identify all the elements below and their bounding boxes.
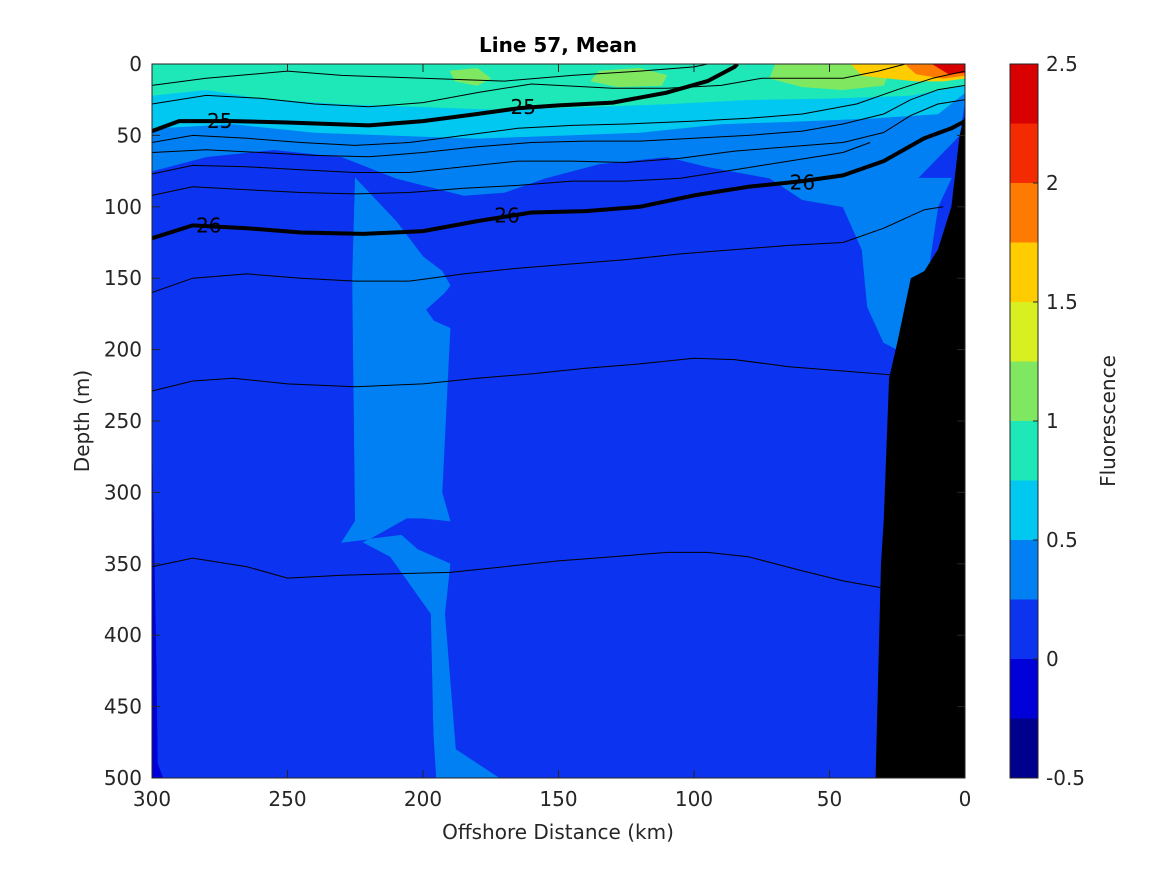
x-tick-label-300: 300 — [133, 787, 171, 811]
colorbar-swatch-4 — [1010, 481, 1038, 541]
y-tick-label-500: 500 — [104, 766, 142, 790]
colorbar-swatch-5 — [1010, 421, 1038, 481]
contour-label-26-1: 26 — [490, 203, 524, 227]
x-tick-label-50: 50 — [817, 787, 842, 811]
colorbar-swatch-0 — [1010, 719, 1038, 779]
x-tick-label-100: 100 — [675, 787, 713, 811]
colorbar-swatch-7 — [1010, 302, 1038, 362]
y-tick-label-300: 300 — [104, 480, 142, 504]
y-tick-label-400: 400 — [104, 623, 142, 647]
colorbar: -0.5 0 0.5 1 1.5 2 2.5 — [1010, 52, 1085, 790]
figure: Line 57, Mean Offshore Distance (km) Dep… — [0, 0, 1167, 875]
contour-fills — [152, 64, 965, 778]
y-axis-label: Depth (m) — [70, 370, 94, 472]
colorbar-swatch-11 — [1010, 64, 1038, 124]
x-tick-label-200: 200 — [404, 787, 442, 811]
chart-title: Line 57, Mean — [479, 33, 637, 57]
colorbar-tick-label-1: 0 — [1046, 647, 1059, 671]
contour-label-text: 26 — [196, 213, 221, 237]
colorbar-tick-label-0: -0.5 — [1046, 766, 1085, 790]
contour-label-text: 25 — [207, 109, 232, 133]
colorbar-swatch-8 — [1010, 243, 1038, 303]
y-tick-label-200: 200 — [104, 338, 142, 362]
colorbar-tick-label-2: 0.5 — [1046, 528, 1078, 552]
colorbar-swatch-10 — [1010, 124, 1038, 184]
x-tick-label-250: 250 — [268, 787, 306, 811]
colorbar-label: Fluorescence — [1096, 355, 1120, 487]
colorbar-swatch-9 — [1010, 183, 1038, 243]
colorbar-swatch-1 — [1010, 659, 1038, 719]
y-tick-label-100: 100 — [104, 195, 142, 219]
contour-label-26-2: 26 — [785, 171, 819, 195]
colorbar-tick-label-4: 1.5 — [1046, 290, 1078, 314]
x-tick-label-0: 0 — [959, 787, 972, 811]
y-tick-label-450: 450 — [104, 695, 142, 719]
colorbar-swatch-6 — [1010, 362, 1038, 422]
contour-label-text: 26 — [494, 203, 519, 227]
contour-label-text: 26 — [790, 171, 815, 195]
y-tick-label-250: 250 — [104, 409, 142, 433]
y-tick-label-50: 50 — [117, 123, 142, 147]
contour-label-25-0: 25 — [203, 109, 237, 133]
x-axis-label: Offshore Distance (km) — [442, 820, 674, 844]
contour-label-25-1: 25 — [506, 95, 540, 119]
y-tick-label-350: 350 — [104, 552, 142, 576]
x-tick-label-150: 150 — [539, 787, 577, 811]
y-tick-label-150: 150 — [104, 266, 142, 290]
colorbar-tick-label-5: 2 — [1046, 171, 1059, 195]
colorbar-swatch-2 — [1010, 600, 1038, 660]
y-tick-label-0: 0 — [129, 52, 142, 76]
colorbar-tick-label-6: 2.5 — [1046, 52, 1078, 76]
colorbar-tick-label-3: 1 — [1046, 409, 1059, 433]
colorbar-swatch-3 — [1010, 540, 1038, 600]
contour-label-text: 25 — [511, 95, 536, 119]
contour-section-chart: Line 57, Mean Offshore Distance (km) Dep… — [0, 0, 1167, 875]
contour-label-26-0: 26 — [192, 213, 226, 237]
